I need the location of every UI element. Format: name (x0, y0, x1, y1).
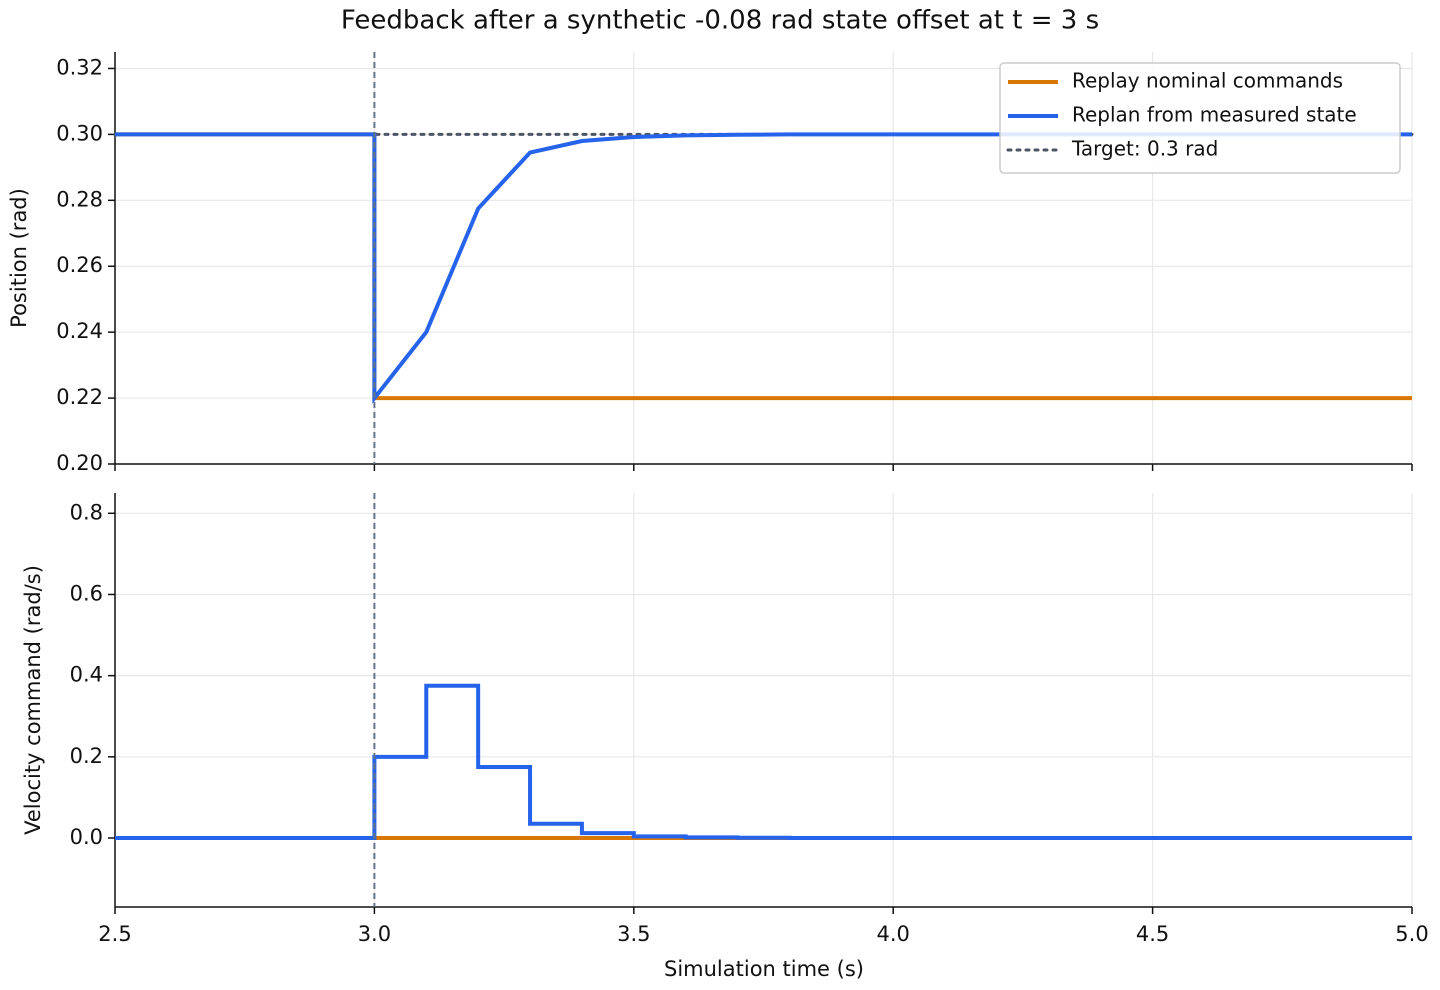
x-tick-label: 3.0 (358, 922, 391, 946)
y-tick-label: 0.8 (70, 500, 103, 524)
y-tick-label: 0.2 (70, 744, 103, 768)
legend-label: Replay nominal commands (1072, 69, 1343, 93)
y-axis-label: Velocity command (rad/s) (21, 565, 45, 835)
line-series (115, 683, 1412, 840)
chart-title: Feedback after a synthetic -0.08 rad sta… (341, 6, 1099, 36)
y-tick-label: 0.30 (56, 121, 103, 145)
y-tick-label: 0.20 (56, 451, 103, 475)
legend-label: Target: 0.3 rad (1071, 137, 1218, 161)
y-axis-label: Position (rad) (7, 188, 31, 328)
x-tick-label: 5.0 (1395, 922, 1428, 946)
y-tick-label: 0.6 (70, 581, 103, 605)
y-tick-label: 0.24 (56, 319, 103, 343)
x-tick-label: 2.5 (98, 922, 131, 946)
y-tick-label: 0.22 (56, 385, 103, 409)
y-tick-label: 0.32 (56, 55, 103, 79)
x-tick-label: 4.5 (1136, 922, 1169, 946)
x-tick-label: 3.5 (617, 922, 650, 946)
y-tick-label: 0.4 (70, 663, 103, 687)
legend-box (999, 62, 1401, 174)
x-axis-label: Simulation time (s) (664, 957, 864, 981)
y-tick-label: 0.26 (56, 253, 103, 277)
legend-label: Replan from measured state (1072, 103, 1357, 127)
y-tick-label: 0.28 (56, 187, 103, 211)
x-tick-label: 4.0 (876, 922, 909, 946)
y-tick-label: 0.0 (70, 825, 103, 849)
